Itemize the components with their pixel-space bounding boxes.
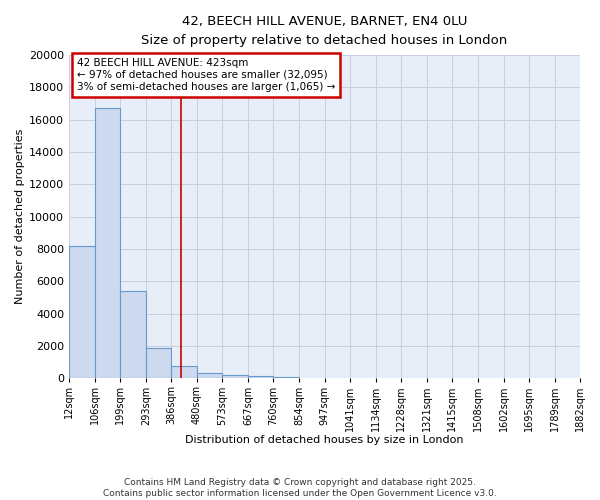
Bar	[274, 377, 299, 378]
Title: 42, BEECH HILL AVENUE, BARNET, EN4 0LU
Size of property relative to detached hou: 42, BEECH HILL AVENUE, BARNET, EN4 0LU S…	[142, 15, 508, 47]
Y-axis label: Number of detached properties: Number of detached properties	[15, 129, 25, 304]
Bar	[95, 108, 120, 378]
Bar	[197, 373, 223, 378]
Bar	[172, 366, 197, 378]
Bar	[146, 348, 172, 378]
Bar	[223, 375, 248, 378]
Text: 42 BEECH HILL AVENUE: 423sqm
← 97% of detached houses are smaller (32,095)
3% of: 42 BEECH HILL AVENUE: 423sqm ← 97% of de…	[77, 58, 335, 92]
Bar	[248, 376, 274, 378]
Text: Contains HM Land Registry data © Crown copyright and database right 2025.
Contai: Contains HM Land Registry data © Crown c…	[103, 478, 497, 498]
Bar	[69, 246, 95, 378]
Bar	[120, 291, 146, 378]
X-axis label: Distribution of detached houses by size in London: Distribution of detached houses by size …	[185, 435, 464, 445]
